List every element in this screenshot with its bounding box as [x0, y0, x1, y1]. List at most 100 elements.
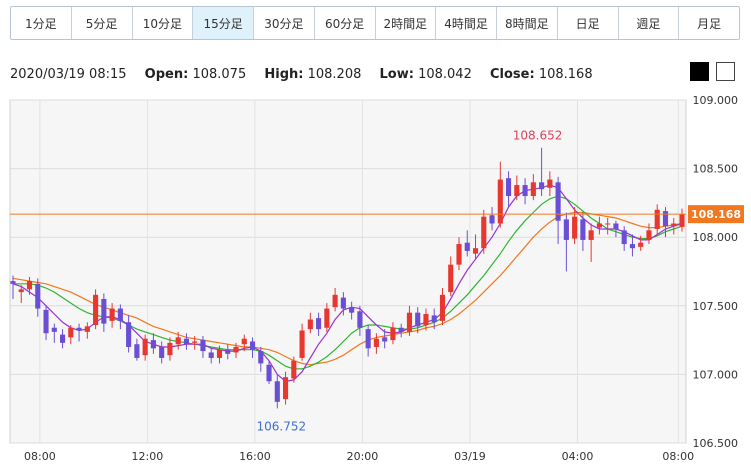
ohlc-datetime: 2020/03/19 08:15 [10, 67, 127, 82]
x-tick-label: 20:00 [347, 450, 379, 463]
x-tick-label: 16:00 [239, 450, 271, 463]
candle-body [142, 338, 148, 356]
candle-body [646, 230, 652, 240]
candle-body [84, 326, 90, 332]
candle-body [93, 294, 99, 326]
candle-body [117, 308, 123, 321]
open-label: Open: [144, 67, 189, 82]
tab-timeframe-4[interactable]: 30分足 [254, 7, 315, 39]
candle-body [448, 264, 454, 293]
candle-body [406, 312, 413, 332]
candle-body [605, 223, 611, 225]
candle-body [126, 322, 132, 347]
light-theme-button[interactable] [716, 62, 735, 81]
candle-body [671, 223, 677, 227]
candle-body [522, 185, 528, 197]
timeframe-tabs: 1分足 5分足 10分足 15分足 30分足 60分足 2時間足 4時間足 8時間足 日足 週足 月足 [10, 6, 740, 40]
candle-body [26, 281, 33, 290]
tab-timeframe-3[interactable]: 15分足 [193, 7, 254, 39]
candle-body [258, 351, 264, 364]
low-annotation: 106.752 [256, 419, 306, 433]
candle-body [241, 338, 247, 345]
candle-body [514, 185, 520, 197]
candle-body [555, 182, 561, 221]
close-value: 108.168 [538, 67, 593, 82]
candle-body [18, 289, 24, 293]
candle-body [76, 327, 82, 331]
tab-timeframe-10[interactable]: 週足 [619, 7, 680, 39]
candle-body [299, 330, 305, 358]
candle-body [291, 360, 297, 379]
candle-body [530, 182, 536, 197]
tab-timeframe-9[interactable]: 日足 [558, 7, 619, 39]
candle-body [365, 329, 371, 349]
candle-body [563, 219, 569, 240]
x-tick-label: 08:00 [24, 450, 56, 463]
candle-body [679, 214, 685, 227]
candle-body [357, 311, 363, 328]
tab-timeframe-6[interactable]: 2時間足 [376, 7, 437, 39]
candle-body [572, 216, 578, 239]
low-value: 108.042 [418, 67, 472, 82]
candle-body [10, 281, 16, 284]
tab-timeframe-7[interactable]: 4時間足 [436, 7, 497, 39]
candle-body [282, 377, 289, 400]
candle-body [580, 219, 586, 240]
candle-body [200, 340, 206, 352]
current-price-label: 108.168 [691, 208, 741, 221]
dark-theme-button[interactable] [690, 62, 709, 81]
candle-body [101, 298, 107, 324]
candle-body [35, 283, 41, 309]
candle-body [398, 327, 404, 332]
candle-body [431, 315, 437, 323]
candle-body [159, 346, 165, 358]
candle-body [316, 318, 322, 330]
candle-body [390, 327, 396, 341]
candle-body [183, 338, 190, 345]
y-tick-label: 107.000 [693, 368, 739, 381]
candle-body [43, 309, 49, 334]
candle-body [266, 364, 272, 382]
candle-body [373, 338, 379, 347]
candle-body [588, 230, 594, 240]
candle-body [456, 244, 462, 265]
candle-body [51, 327, 57, 332]
y-tick-label: 108.000 [693, 231, 739, 244]
x-tick-label: 04:00 [562, 450, 594, 463]
candle-body [134, 344, 140, 358]
tab-timeframe-2[interactable]: 10分足 [133, 7, 194, 39]
candle-body [638, 242, 644, 247]
candle-body [233, 346, 239, 353]
candle-body [481, 216, 487, 249]
tab-timeframe-5[interactable]: 60分足 [315, 7, 376, 39]
ma-short-line [12, 184, 683, 382]
candle-body [109, 308, 115, 321]
tab-timeframe-1[interactable]: 5分足 [72, 7, 133, 39]
candle-body [307, 319, 313, 330]
plot-area [9, 99, 687, 444]
x-tick-label: 12:00 [132, 450, 164, 463]
candle-body [613, 223, 619, 229]
y-tick-label: 107.500 [693, 300, 739, 313]
candle-body [464, 242, 470, 251]
ma-long-line [12, 211, 683, 366]
x-tick-label: 08:00 [662, 450, 694, 463]
candle-body [423, 314, 429, 326]
candle-body [497, 179, 503, 224]
candle-body [324, 308, 330, 328]
candle-body [654, 209, 660, 229]
candle-body [621, 230, 627, 245]
tab-timeframe-8[interactable]: 8時間足 [497, 7, 558, 39]
candle-body [192, 341, 198, 343]
candle-body [662, 211, 669, 227]
y-tick-label: 106.500 [693, 437, 739, 450]
tab-timeframe-11[interactable]: 月足 [697, 16, 722, 31]
candle-body [596, 223, 602, 228]
open-value: 108.075 [192, 67, 247, 82]
tab-timeframe-0[interactable]: 1分足 [11, 7, 72, 39]
high-annotation: 108.652 [513, 129, 563, 143]
candle-body [59, 334, 66, 343]
candle-body [547, 179, 553, 188]
high-value: 108.208 [307, 67, 362, 82]
